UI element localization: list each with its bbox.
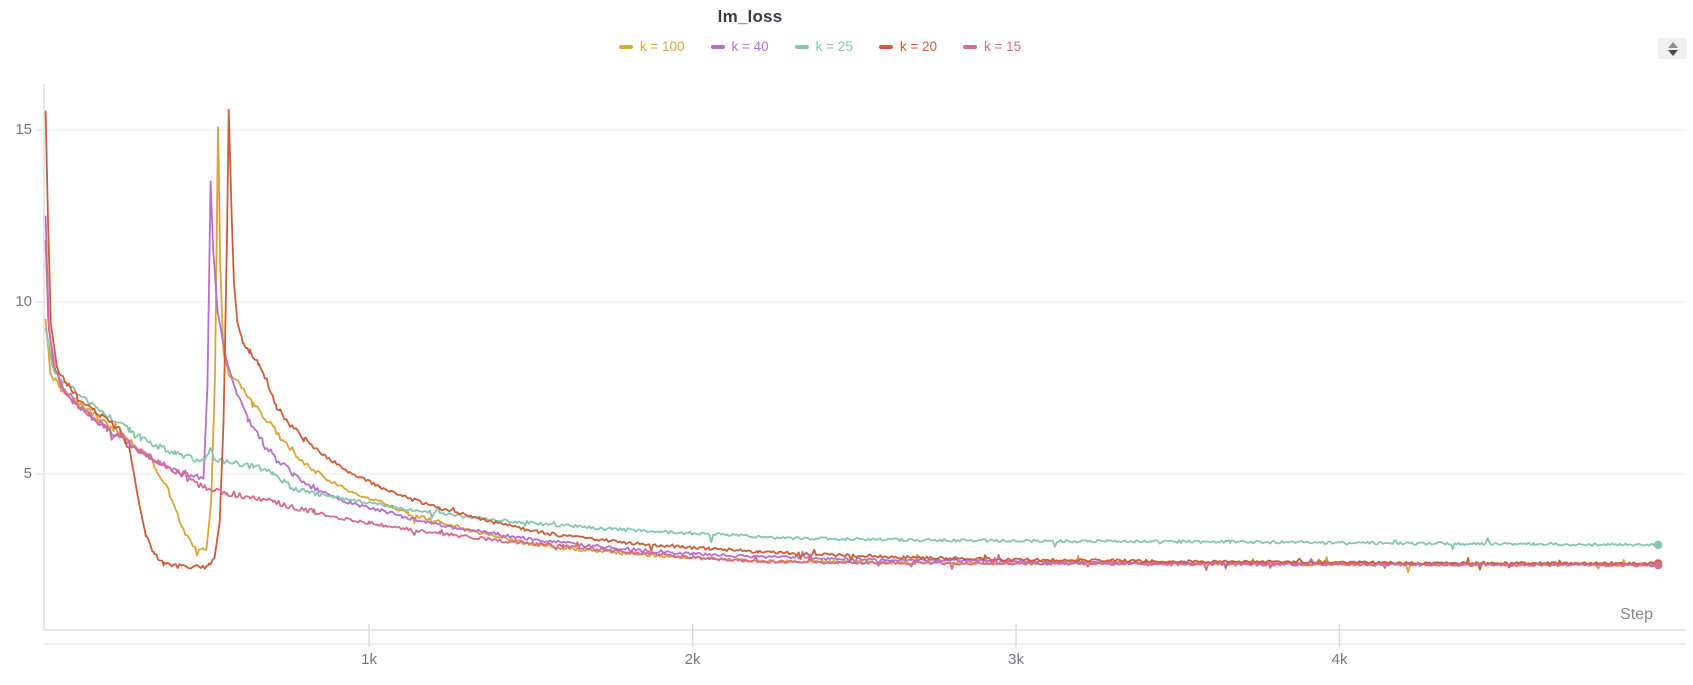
legend-item-k15[interactable]: k = 15 — [962, 38, 1022, 56]
legend-item-k100[interactable]: k = 100 — [618, 38, 685, 56]
series-line-k40[interactable] — [44, 180, 1660, 570]
y-tick-label-10: 10 — [15, 293, 32, 311]
arrow-up-icon — [1667, 41, 1678, 48]
series-line-k25[interactable] — [44, 327, 1660, 551]
legend-swatch-k40 — [710, 45, 725, 49]
series-line-k20[interactable] — [44, 108, 1660, 571]
legend-swatch-k20 — [878, 45, 893, 49]
series-line-k100[interactable] — [44, 126, 1660, 574]
x-tick-label-3k: 3k — [1008, 651, 1024, 668]
x-axis-title: Step — [1620, 606, 1653, 623]
legend-label-k15: k = 15 — [983, 39, 1022, 54]
legend-label-k25: k = 25 — [815, 39, 853, 54]
y-tick-label-15: 15 — [15, 121, 32, 139]
panel-stepper-button[interactable] — [1658, 38, 1687, 59]
chart-legend: k = 100 k = 40 k = 25 k = 20 k = 15 — [0, 38, 1640, 56]
series-end-dot-k15 — [1653, 560, 1663, 570]
y-tick-label-5: 5 — [23, 465, 32, 483]
legend-swatch-k25 — [794, 45, 809, 49]
legend-label-k40: k = 40 — [731, 39, 769, 54]
legend-label-k20: k = 20 — [899, 39, 937, 54]
series-end-dot-k25 — [1653, 540, 1663, 550]
x-tick-label-1k: 1k — [361, 651, 378, 668]
arrow-down-icon — [1667, 49, 1678, 56]
legend-swatch-k100 — [618, 45, 633, 49]
x-tick-label-4k: 4k — [1331, 651, 1348, 668]
legend-item-k20[interactable]: k = 20 — [878, 38, 937, 56]
legend-item-k25[interactable]: k = 25 — [794, 38, 853, 56]
x-tick-label-2k: 2k — [684, 651, 701, 668]
legend-item-k40[interactable]: k = 40 — [710, 38, 769, 56]
legend-swatch-k15 — [962, 45, 977, 49]
series-line-k15[interactable] — [44, 239, 1660, 571]
legend-label-k100: k = 100 — [639, 39, 685, 54]
chart-title: lm_loss — [717, 7, 783, 26]
